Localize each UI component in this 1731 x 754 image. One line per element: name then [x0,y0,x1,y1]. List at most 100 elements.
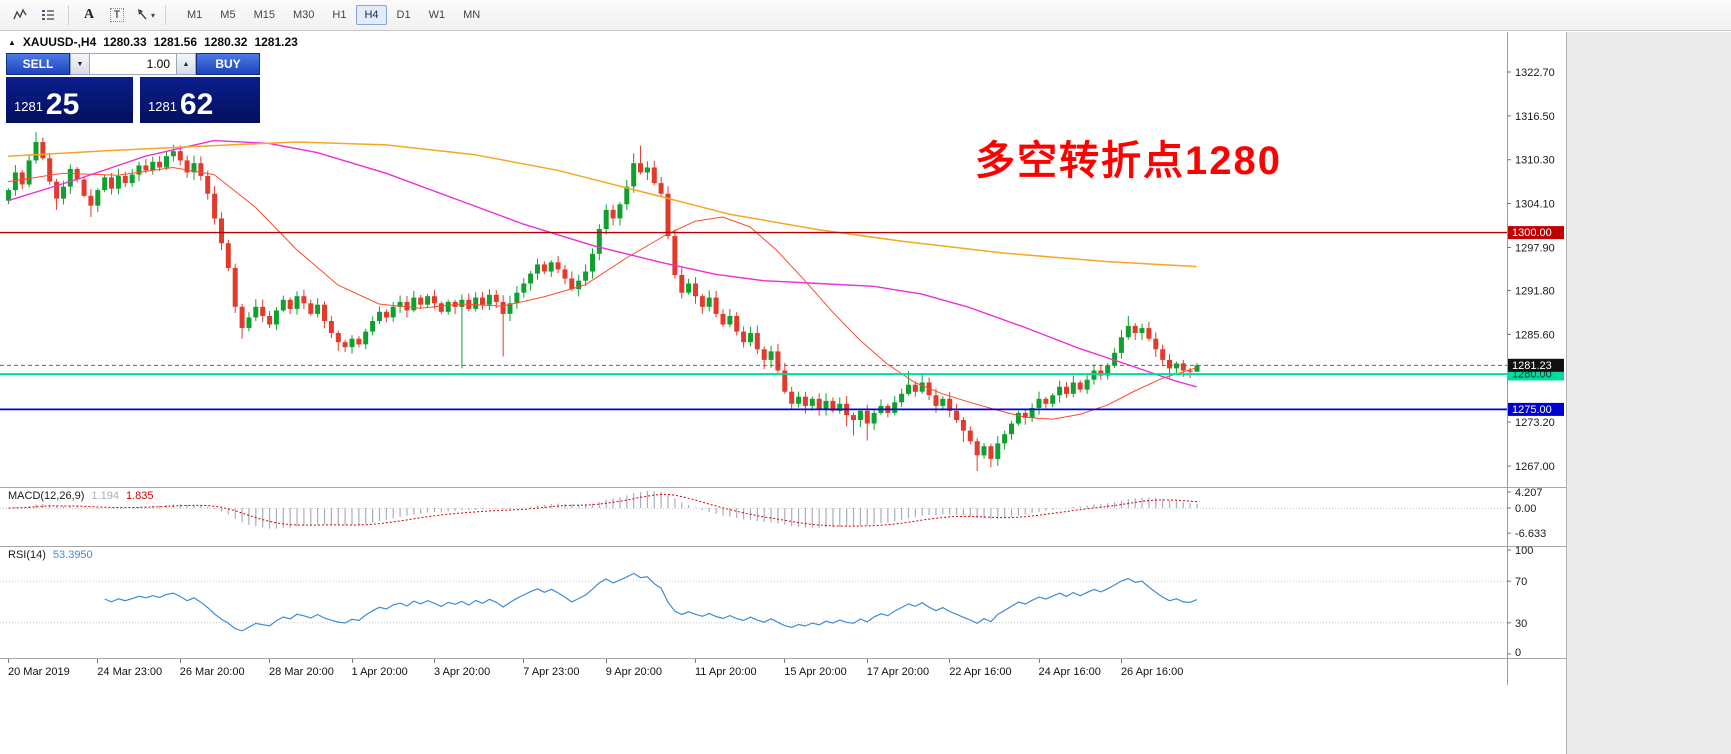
timeframe-group: M1 M5 M15 M30 H1 H4 D1 W1 MN [178,5,489,25]
timeframe-button-w1[interactable]: W1 [428,9,446,21]
ohlc-low-value: 1280.32 [204,35,248,49]
axis-corner-divider [1507,659,1508,685]
svg-text:1291.80: 1291.80 [1515,286,1555,298]
timeframe-button-h4[interactable]: H4 [356,5,387,25]
time-axis-tick [523,659,525,663]
time-axis-label: 24 Mar 23:00 [97,666,163,678]
drawing-tools-icon[interactable] [7,3,33,27]
timeframe-button-m15[interactable]: M15 [253,9,275,21]
time-axis-tick [1120,659,1122,663]
sell-price-main: 1281 [14,99,43,114]
rsi-name: RSI(14) [8,549,46,561]
time-axis-tick [433,659,435,663]
svg-text:1300.00: 1300.00 [1512,227,1552,239]
time-axis-tick [351,659,353,663]
time-axis-label: 9 Apr 20:00 [605,666,662,678]
time-axis-label: 17 Apr 20:00 [866,666,930,678]
time-axis-label: 26 Apr 16:00 [1120,666,1184,678]
volume-input[interactable]: 1.00 [90,53,176,75]
macd-signal-value: 1.835 [125,490,154,502]
svg-text:4.207: 4.207 [1515,487,1543,499]
svg-text:70: 70 [1515,576,1527,588]
toolbar-separator [165,5,166,25]
time-axis-tick [179,659,181,663]
buy-price-pips: 62 [179,88,214,121]
time-axis-label: 22 Apr 16:00 [949,666,1012,678]
rsi-value: 53.3950 [52,549,93,561]
time-axis-label: 11 Apr 20:00 [695,666,757,678]
svg-text:-6.633: -6.633 [1515,528,1546,540]
time-axis-tick [949,659,951,663]
volume-decrease-button[interactable]: ▼ [70,53,90,75]
svg-text:1267.00: 1267.00 [1515,461,1555,473]
ohlc-close-value: 1281.23 [254,35,298,49]
svg-text:1285.60: 1285.60 [1515,329,1555,341]
rsi-label: RSI(14) 53.3950 [8,549,93,561]
buy-price-main: 1281 [148,99,177,114]
time-axis-tick [866,659,868,663]
macd-name: MACD(12,26,9) [8,490,85,502]
price-chart[interactable]: 1322.70 1316.50 1310.30 1304.10 1297.90 1291.… [0,32,1566,487]
timeframe-button-m30[interactable]: M30 [292,9,315,21]
toolbar: A T ▾ M1 M5 M15 M30 H1 H4 D1 W1 MN [0,0,1731,31]
list-glyph [42,10,54,20]
ohlc-open-value: 1280.33 [103,35,147,49]
time-axis-label: 26 Mar 20:00 [179,666,245,678]
text-label-icon[interactable]: T [104,3,130,27]
svg-text:1310.30: 1310.30 [1515,155,1555,167]
svg-text:1304.10: 1304.10 [1515,199,1555,211]
window-right-margin [1566,32,1731,754]
time-axis-tick [695,659,696,663]
one-click-trading-panel: SELL ▼ 1.00 ▲ BUY 1281 25 1281 62 [6,53,260,123]
svg-text:100: 100 [1515,546,1533,557]
svg-text:1322.70: 1322.70 [1515,67,1555,79]
chart-window: 1322.70 1316.50 1310.30 1304.10 1297.90 1291.… [0,32,1566,685]
time-axis-label: 1 Apr 20:00 [351,666,408,678]
time-axis-label: 7 Apr 23:00 [523,666,580,678]
time-axis-label: 3 Apr 20:00 [433,666,491,678]
time-axis-label: 20 Mar 2019 [8,666,70,678]
timeframe-button-mn[interactable]: MN [463,9,481,21]
dropdown-caret-icon: ▾ [150,10,155,20]
timeframe-button-m5[interactable]: M5 [220,9,236,21]
macd-label: MACD(12,26,9) 1.194 1.835 [8,490,153,502]
timeframe-button-d1[interactable]: D1 [396,9,411,21]
svg-text:0.00: 0.00 [1515,503,1536,515]
buy-price-display[interactable]: 1281 62 [140,77,260,123]
toolbar-separator [68,5,69,25]
chart-symbol-label: XAUUSD-,H4 [22,35,97,49]
indicators-list-icon[interactable] [35,3,61,27]
buy-button[interactable]: BUY [196,53,260,75]
rsi-indicator-chart: 100 70 30 0 [0,546,1566,658]
time-axis[interactable]: 20 Mar 2019 24 Mar 23:00 26 Mar 20:00 28 Ma… [0,658,1566,685]
text-annotation-icon[interactable]: A [83,7,95,22]
svg-text:1281.23: 1281.23 [1512,360,1552,372]
chart-ohlc-header: ▲ XAUUSD-,H4 1280.33 1281.56 1280.32 128… [8,35,298,49]
svg-text:1275.00: 1275.00 [1512,404,1552,416]
macd-main-value: 1.194 [91,490,119,502]
svg-text:0: 0 [1515,647,1521,658]
svg-text:30: 30 [1515,618,1527,630]
svg-text:1316.50: 1316.50 [1515,111,1555,123]
time-axis-label: 15 Apr 20:00 [784,666,847,678]
sell-button[interactable]: SELL [6,53,70,75]
arrow-glyph [137,9,147,20]
arrow-objects-icon[interactable]: ▾ [132,3,158,27]
chart-annotation-text: 多空转折点1280 [975,139,1282,183]
sell-price-display[interactable]: 1281 25 [6,77,133,123]
time-axis-tick [269,659,271,663]
time-axis-tick [97,659,99,663]
time-axis-tick [605,659,607,663]
macd-indicator-chart: 4.207 0.00 -6.633 [0,487,1566,546]
timeframe-button-h1[interactable]: H1 [332,9,347,21]
ohlc-high-value: 1281.56 [153,35,198,49]
timeframe-button-m1[interactable]: M1 [187,9,203,21]
svg-text:1273.20: 1273.20 [1515,417,1555,429]
time-axis-tick [784,659,786,663]
scribble-glyph [13,8,27,20]
text-label-glyph: T [109,8,125,22]
collapse-arrow-icon[interactable]: ▲ [8,37,16,47]
volume-increase-button[interactable]: ▲ [176,53,196,75]
time-axis-tick [1038,659,1040,663]
